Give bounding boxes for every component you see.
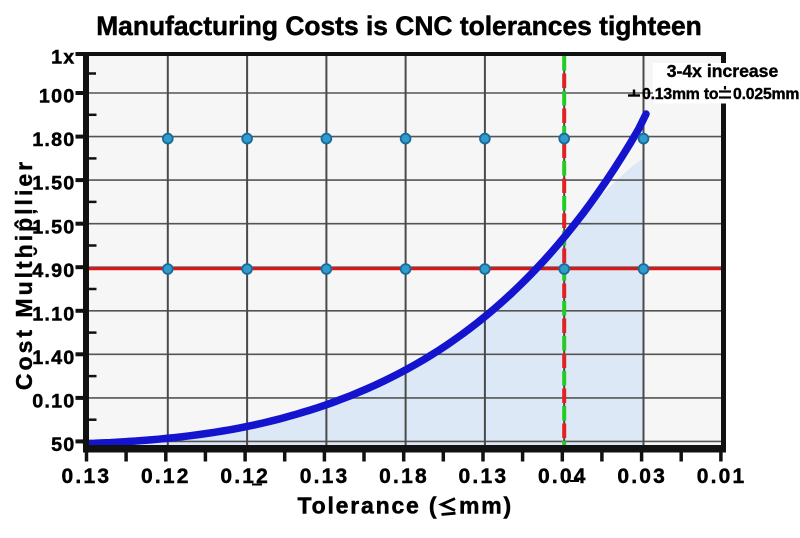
svg-text:0.12: 0.12 xyxy=(220,465,270,488)
svg-text:1.40: 1.40 xyxy=(32,347,75,369)
svg-text:0.13mm to: 0.13mm to xyxy=(642,86,719,103)
svg-text:0.04: 0.04 xyxy=(538,465,588,488)
svg-text:0.01: 0.01 xyxy=(697,465,747,488)
svg-text:4.90: 4.90 xyxy=(32,260,75,282)
svg-text:100: 100 xyxy=(39,86,76,108)
svg-text:0.025mm: 0.025mm xyxy=(733,86,799,103)
svg-text:50: 50 xyxy=(51,434,75,456)
svg-text:mm): mm) xyxy=(459,493,513,519)
svg-text:0.12: 0.12 xyxy=(141,465,191,488)
svg-text:0.13: 0.13 xyxy=(300,465,350,488)
svg-text:0.18: 0.18 xyxy=(379,465,429,488)
svg-text:1.50: 1.50 xyxy=(32,173,75,195)
svg-text:1.50: 1.50 xyxy=(32,216,75,238)
svg-text:Cost Multḫip̂l̦lier: Cost Multḫip̂l̦lier xyxy=(11,159,37,390)
svg-text:1x: 1x xyxy=(51,47,75,69)
svg-text:3-4x increase: 3-4x increase xyxy=(667,61,779,81)
svg-text:0.13: 0.13 xyxy=(459,465,509,488)
svg-text:0.13: 0.13 xyxy=(62,465,112,488)
svg-text:0.03: 0.03 xyxy=(617,465,667,488)
svg-text:Manufacturing Costs is CNC tol: Manufacturing Costs is CNC tolerances ti… xyxy=(96,11,702,41)
svg-text:Tolerance (: Tolerance ( xyxy=(298,493,439,519)
svg-text:0.10: 0.10 xyxy=(32,391,75,413)
svg-text:1.80: 1.80 xyxy=(32,129,75,151)
svg-text:1.10: 1.10 xyxy=(32,303,75,325)
